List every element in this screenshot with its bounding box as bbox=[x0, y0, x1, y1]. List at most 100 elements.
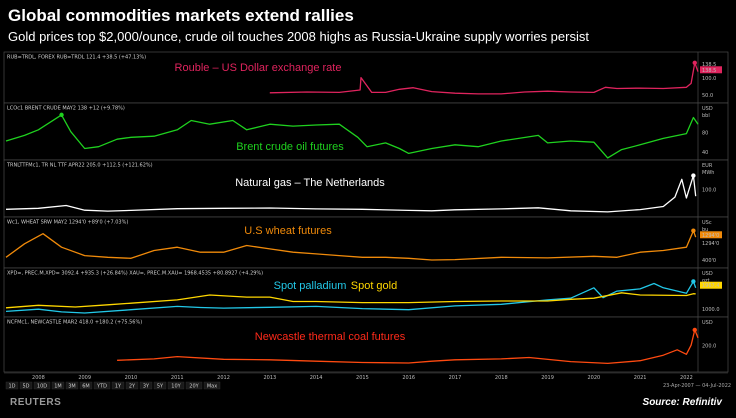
y-tick-label: 1000.0 bbox=[702, 307, 720, 313]
series-label: Spot palladium bbox=[274, 280, 347, 292]
chart-title: Global commodities markets extend rallie… bbox=[8, 6, 354, 25]
timeframe-button-bg bbox=[167, 381, 185, 390]
timeframe-button-label: 6M bbox=[82, 384, 90, 390]
timeframe-button[interactable]: 2Y bbox=[125, 381, 139, 390]
x-tick-label: 2012 bbox=[217, 375, 230, 381]
series-line bbox=[5, 280, 697, 314]
x-tick-label: 2015 bbox=[356, 375, 369, 381]
timeframe-button-bg bbox=[139, 381, 153, 390]
timeframe-button-bg bbox=[5, 381, 19, 390]
y-tick-label: MWh bbox=[702, 170, 714, 176]
timeframe-button-label: YTD bbox=[96, 384, 107, 390]
price-tag-label: 1294'0 bbox=[702, 233, 719, 239]
timeframe-button[interactable]: 5D bbox=[19, 381, 33, 390]
timeframe-button-label: 10Y bbox=[171, 384, 181, 390]
timeframe-button[interactable]: 3Y bbox=[139, 381, 153, 390]
timeframe-button-bg bbox=[93, 381, 111, 390]
timeframe-button[interactable]: YTD bbox=[93, 381, 111, 390]
timeframe-button[interactable]: 10Y bbox=[167, 381, 185, 390]
timeframe-button-label: 1M bbox=[54, 384, 62, 390]
y-tick-label: 100.0 bbox=[702, 76, 716, 82]
timeframe-button[interactable]: 6M bbox=[79, 381, 93, 390]
timeframe-button[interactable]: 10D bbox=[33, 381, 51, 390]
timeframe-button[interactable]: Max bbox=[203, 381, 221, 390]
timeframe-button-bg bbox=[33, 381, 51, 390]
timeframe-button-label: 1D bbox=[8, 384, 15, 390]
price-tag bbox=[700, 231, 722, 239]
series-end-dot bbox=[691, 228, 696, 233]
timeframe-button-bg bbox=[203, 381, 221, 390]
timeframe-button-bg bbox=[185, 381, 203, 390]
timeframe-button-label: 1Y bbox=[115, 384, 122, 390]
timeframe-button-label: 5D bbox=[22, 384, 29, 390]
timeframe-button[interactable]: 1Y bbox=[111, 381, 125, 390]
y-unit: USD bbox=[702, 320, 713, 326]
panel-header: TRNLTTFMc1, TR NL TTF APR22 205.0 +112.5… bbox=[6, 163, 153, 169]
timeframe-button-bg bbox=[51, 381, 65, 390]
panel-frame bbox=[3, 216, 729, 269]
timeframe-button[interactable]: 20Y bbox=[185, 381, 203, 390]
x-tick-label: 2008 bbox=[32, 375, 45, 381]
series-line bbox=[5, 114, 699, 159]
y-unit: USc bbox=[702, 220, 712, 226]
y-tick-label: 50.0 bbox=[702, 93, 713, 99]
y-unit: USD bbox=[702, 271, 713, 277]
timeframe-button[interactable]: 5Y bbox=[153, 381, 167, 390]
y-tick-label: 400'0 bbox=[702, 258, 716, 264]
series-line bbox=[269, 62, 699, 95]
series-label: Brent crude oil futures bbox=[236, 141, 344, 153]
series-label: Natural gas – The Netherlands bbox=[235, 177, 385, 189]
y-tick-label: ozt bbox=[702, 278, 710, 284]
y-tick-label: 200.0 bbox=[702, 343, 716, 349]
timeframe-button-bg bbox=[153, 381, 167, 390]
y-tick-label: bbl bbox=[702, 113, 710, 119]
x-tick-label: 2013 bbox=[263, 375, 276, 381]
timeframe-button-label: Max bbox=[207, 384, 217, 390]
date-range: 23-Apr-2007 — 04-Jul-2022 bbox=[663, 383, 732, 389]
timeframe-button[interactable]: 3M bbox=[65, 381, 79, 390]
x-tick-label: 2014 bbox=[310, 375, 323, 381]
timeframe-button-label: 10D bbox=[37, 384, 47, 390]
timeframe-button-bg bbox=[19, 381, 33, 390]
price-tag-label: 138.5 bbox=[702, 68, 716, 74]
x-tick-label: 2020 bbox=[587, 375, 600, 381]
series-line bbox=[5, 292, 696, 309]
source-note: Source: Refinitiv bbox=[642, 397, 722, 408]
series-end-dot bbox=[692, 327, 697, 333]
y-unit: USD bbox=[702, 106, 713, 112]
series-end-dot bbox=[59, 112, 64, 118]
y-tick-label: 40 bbox=[702, 150, 708, 156]
timeframe-button-bg bbox=[125, 381, 139, 390]
series-label: U.S wheat futures bbox=[244, 225, 332, 237]
timeframe-button-label: 2Y bbox=[129, 384, 136, 390]
timeframe-button-label: 20Y bbox=[189, 384, 199, 390]
x-tick-label: 2021 bbox=[634, 375, 647, 381]
timeframe-button[interactable]: 1D bbox=[5, 381, 19, 390]
price-tag-label: 1967.4 bbox=[702, 283, 720, 289]
panel-header: NCFMc1, NEWCASTLE MAR2 418.0 +180.2 (+75… bbox=[7, 320, 142, 326]
panel-frame bbox=[3, 102, 729, 161]
timeframe-button-label: 3Y bbox=[143, 384, 150, 390]
series-label: Spot gold bbox=[351, 280, 397, 292]
series-end-dot bbox=[691, 279, 696, 284]
series-line bbox=[117, 329, 699, 365]
price-tag bbox=[700, 281, 722, 289]
timeframe-button-bg bbox=[111, 381, 125, 390]
x-tick-label: 2022 bbox=[680, 375, 693, 381]
chart-subtitle: Gold prices top $2,000/ounce, crude oil … bbox=[8, 29, 589, 44]
timeframe-button-label: 5Y bbox=[157, 384, 164, 390]
timeframe-button-bg bbox=[65, 381, 79, 390]
x-tick-label: 2011 bbox=[171, 375, 184, 381]
y-tick-label: 80 bbox=[702, 130, 708, 136]
timeframe-button[interactable]: 1M bbox=[51, 381, 65, 390]
series-end-dot bbox=[691, 173, 696, 178]
series-end-dot bbox=[692, 60, 697, 65]
x-tick-label: 2017 bbox=[449, 375, 462, 381]
series-line bbox=[5, 174, 697, 213]
series-line bbox=[5, 230, 697, 261]
series-label: Rouble – US Dollar exchange rate bbox=[175, 62, 342, 74]
x-tick-label: 2010 bbox=[125, 375, 138, 381]
x-tick-label: 2018 bbox=[495, 375, 508, 381]
timeframe-button-label: 3M bbox=[68, 384, 76, 390]
